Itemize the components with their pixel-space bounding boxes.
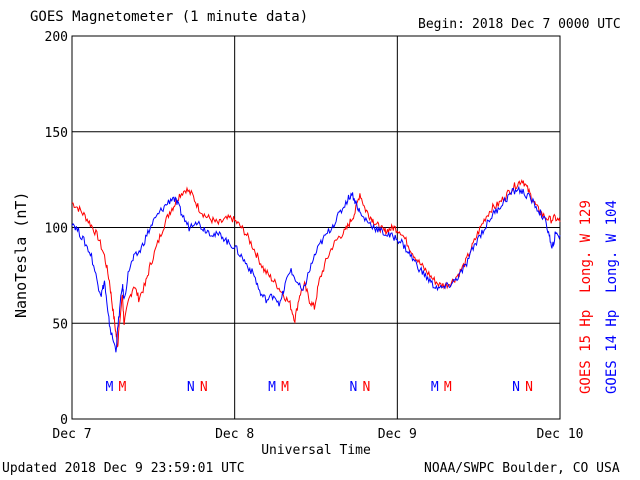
grid-layer [71, 35, 561, 420]
begin-value: 2018 Dec 7 0000 UTC [472, 17, 621, 32]
legend-goes14-name: GOES 14 Hp [604, 309, 620, 394]
annotation-m-marker: M [281, 380, 289, 395]
annotation-n-marker: N [200, 380, 208, 395]
y-tick-label: 100 [45, 222, 68, 237]
annotation-n-marker: N [363, 380, 371, 395]
y-tick-label: 150 [45, 126, 68, 141]
x-axis-title: Universal Time [261, 443, 371, 458]
begin-label: Begin: [418, 17, 465, 32]
annotation-m-marker: M [119, 380, 127, 395]
x-tick-label: Dec 7 [52, 427, 91, 442]
annotation-m-marker: M [105, 380, 113, 395]
annotation-m-marker: M [431, 380, 439, 395]
annotation-n-marker: N [187, 380, 195, 395]
annotation-n-marker: N [349, 380, 357, 395]
x-tick-label: Dec 9 [378, 427, 417, 442]
updated-timestamp: Updated 2018 Dec 9 23:59:01 UTC [2, 461, 245, 476]
series-line-goes15 [71, 179, 561, 348]
legend-goes15-name: GOES 15 Hp [578, 309, 594, 394]
annotation-n-marker: N [525, 380, 533, 395]
legend-goes14: GOES 14 Hp Long. W 104 [604, 200, 620, 394]
y-tick-label: 200 [45, 30, 68, 45]
chart-title: GOES Magnetometer (1 minute data) [30, 9, 309, 25]
series-layer [71, 179, 561, 353]
legend-goes14-long: Long. W 104 [604, 200, 620, 293]
annotation-n-marker: N [512, 380, 520, 395]
y-tick-label: 0 [60, 413, 68, 428]
x-tick-label: Dec 8 [215, 427, 254, 442]
y-tick-label: 50 [52, 317, 68, 332]
tick-layer: 0 50 100 150 200 Dec 7 Dec 8 Dec 9 Dec 10 [45, 30, 584, 442]
y-axis-title: NanoTesla (nT) [12, 191, 30, 318]
legend-goes15: GOES 15 Hp Long. W 129 [578, 200, 594, 394]
annotation-m-marker: M [444, 380, 452, 395]
series-line-goes14 [71, 185, 561, 353]
legend-goes15-long: Long. W 129 [578, 200, 594, 293]
data-source: NOAA/SWPC Boulder, CO USA [424, 461, 620, 476]
annotation-m-marker: M [268, 380, 276, 395]
x-tick-label: Dec 10 [537, 427, 584, 442]
